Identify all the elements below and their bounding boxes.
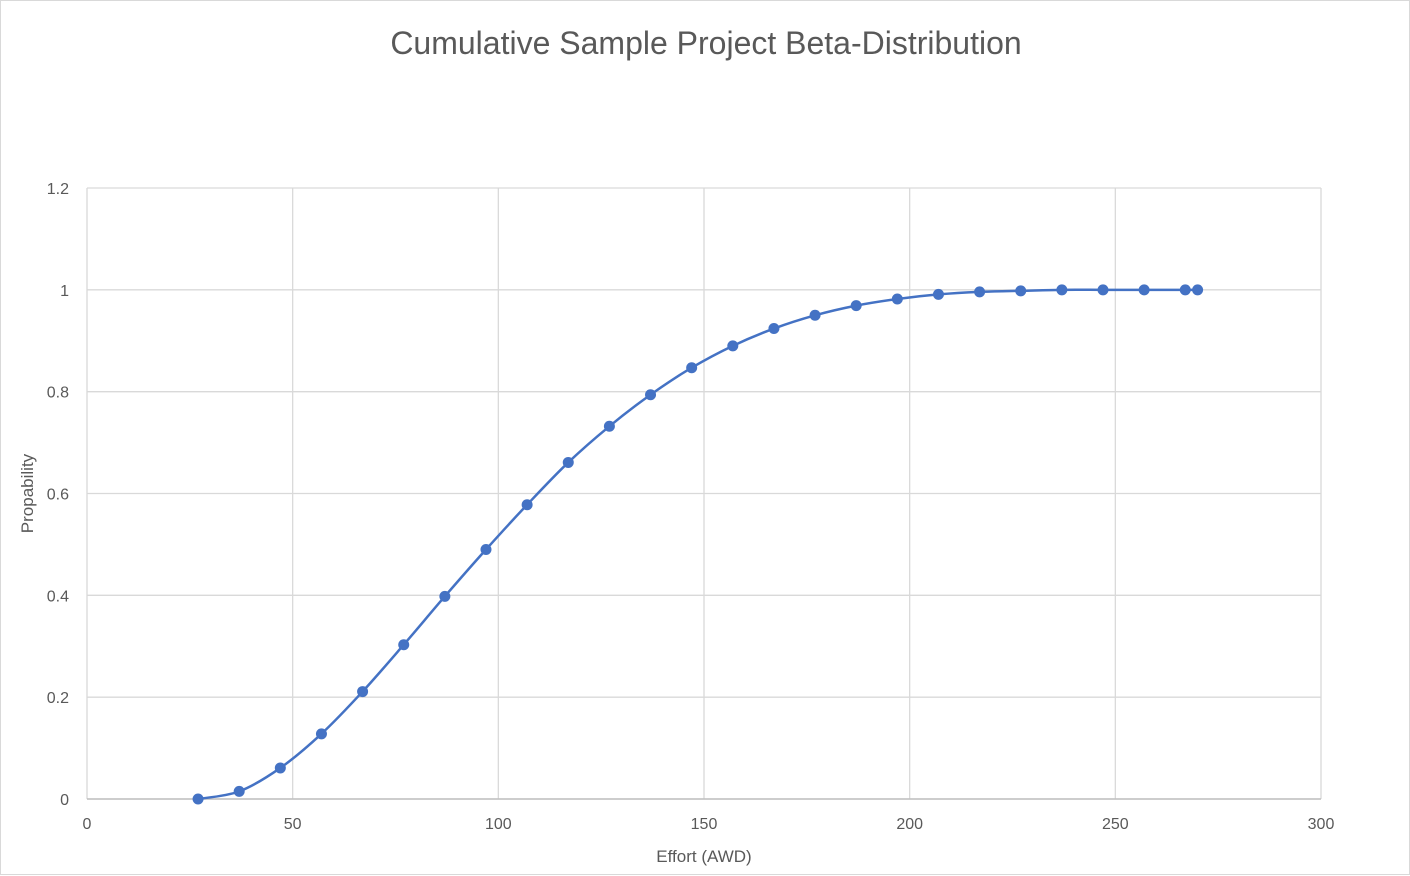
- data-point: [603, 420, 615, 432]
- chart-title: Cumulative Sample Project Beta-Distribut…: [390, 25, 1022, 61]
- data-point: [192, 793, 204, 805]
- data-point: [1138, 284, 1150, 296]
- data-point: [274, 762, 286, 774]
- y-tick-label: 0.4: [47, 588, 69, 605]
- data-point: [398, 639, 410, 651]
- y-tick-label: 0: [60, 792, 69, 809]
- data-point: [891, 293, 903, 305]
- x-tick-label: 0: [83, 816, 92, 833]
- x-tick-label: 250: [1102, 816, 1129, 833]
- series-line: [197, 288, 1198, 801]
- y-tick-label: 0.6: [47, 487, 69, 504]
- data-point: [809, 309, 821, 321]
- axes: 0 50 100 150 200 250 300 0 0.2 0.4 0.6 0.8 1 1.2: [47, 181, 1335, 833]
- data-point: [932, 288, 944, 300]
- y-tick-label: 1.2: [47, 181, 69, 198]
- data-point: [1192, 284, 1204, 296]
- data-point: [974, 286, 986, 298]
- data-point: [562, 456, 574, 468]
- x-axis-title: Effort (AWD): [656, 847, 751, 866]
- data-point: [1015, 285, 1027, 297]
- x-tick-label: 50: [284, 816, 302, 833]
- y-axis-title: Propability: [18, 453, 37, 533]
- data-point: [645, 389, 657, 401]
- data-point: [768, 323, 780, 335]
- data-point: [686, 362, 698, 374]
- data-points: [192, 284, 1204, 805]
- y-tick-label: 1: [60, 283, 69, 300]
- data-point: [233, 785, 245, 797]
- x-tick-label: 300: [1308, 816, 1335, 833]
- y-tick-label: 0.2: [47, 690, 69, 707]
- y-tick-label: 0.8: [47, 385, 69, 402]
- x-tick-label: 100: [485, 816, 512, 833]
- x-tick-label: 200: [896, 816, 923, 833]
- data-point: [439, 590, 451, 602]
- data-point: [521, 499, 533, 511]
- data-point: [1097, 284, 1109, 296]
- data-point: [1179, 284, 1191, 296]
- grid: [86, 187, 1322, 800]
- data-point: [357, 686, 369, 698]
- data-point: [480, 544, 492, 556]
- data-point: [1056, 284, 1068, 296]
- x-tick-label: 150: [691, 816, 718, 833]
- data-point: [727, 340, 739, 352]
- data-point: [850, 300, 862, 312]
- series-line-layer: [197, 288, 1198, 801]
- data-point: [315, 728, 327, 740]
